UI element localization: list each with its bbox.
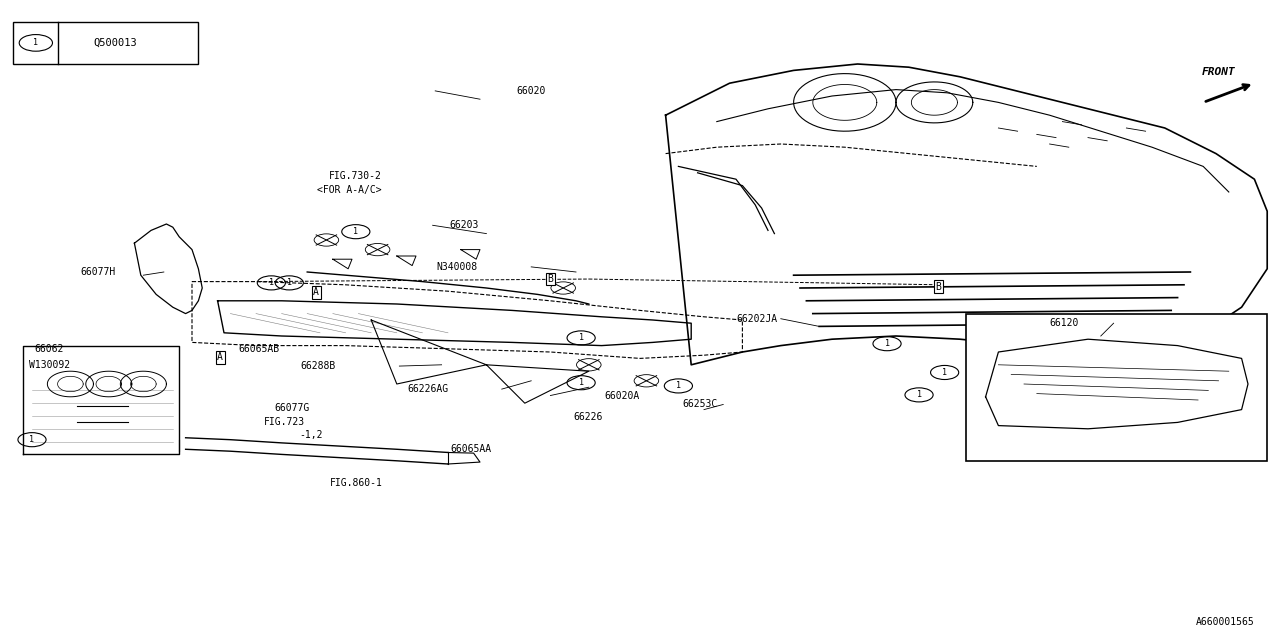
Text: A: A (314, 287, 319, 298)
Text: <FOR A-A/C>: <FOR A-A/C> (317, 185, 381, 195)
Text: 66202JA: 66202JA (736, 314, 777, 324)
Text: 66120: 66120 (1050, 318, 1079, 328)
Text: 1: 1 (676, 381, 681, 390)
Text: B: B (548, 274, 553, 284)
Text: Q500013: Q500013 (93, 38, 137, 48)
Text: A: A (218, 352, 223, 362)
Text: 1: 1 (916, 390, 922, 399)
Text: A660001565: A660001565 (1196, 617, 1254, 627)
Text: 66253C: 66253C (682, 399, 718, 410)
Text: 1: 1 (579, 333, 584, 342)
Text: 66226AG: 66226AG (407, 384, 448, 394)
Text: 66077G: 66077G (274, 403, 310, 413)
Text: 1: 1 (269, 278, 274, 287)
FancyBboxPatch shape (966, 314, 1267, 461)
Text: 66020A: 66020A (604, 390, 640, 401)
Text: 1: 1 (29, 435, 35, 444)
FancyBboxPatch shape (13, 22, 198, 64)
Text: FIG.723: FIG.723 (264, 417, 305, 428)
Text: 1: 1 (33, 38, 38, 47)
Text: W130092: W130092 (29, 360, 70, 370)
Text: FIG.730-2: FIG.730-2 (329, 171, 381, 181)
Text: 66203: 66203 (449, 220, 479, 230)
Text: 1: 1 (579, 378, 584, 387)
Text: B: B (936, 282, 941, 292)
Text: 1: 1 (353, 227, 358, 236)
Text: 66077H: 66077H (79, 267, 115, 277)
Text: 66065AB: 66065AB (238, 344, 279, 354)
Text: N340008: N340008 (436, 262, 477, 272)
Text: -1,2: -1,2 (300, 430, 323, 440)
Text: 1: 1 (287, 278, 292, 287)
Text: FRONT: FRONT (1202, 67, 1235, 77)
Text: FIG.860-1: FIG.860-1 (330, 478, 383, 488)
Text: 66288B: 66288B (300, 361, 335, 371)
Text: 1: 1 (942, 368, 947, 377)
Text: 1: 1 (884, 339, 890, 348)
Text: 66020: 66020 (517, 86, 545, 96)
Text: 66065AA: 66065AA (451, 444, 492, 454)
Text: 66062: 66062 (35, 344, 64, 354)
Text: 66226: 66226 (573, 412, 603, 422)
